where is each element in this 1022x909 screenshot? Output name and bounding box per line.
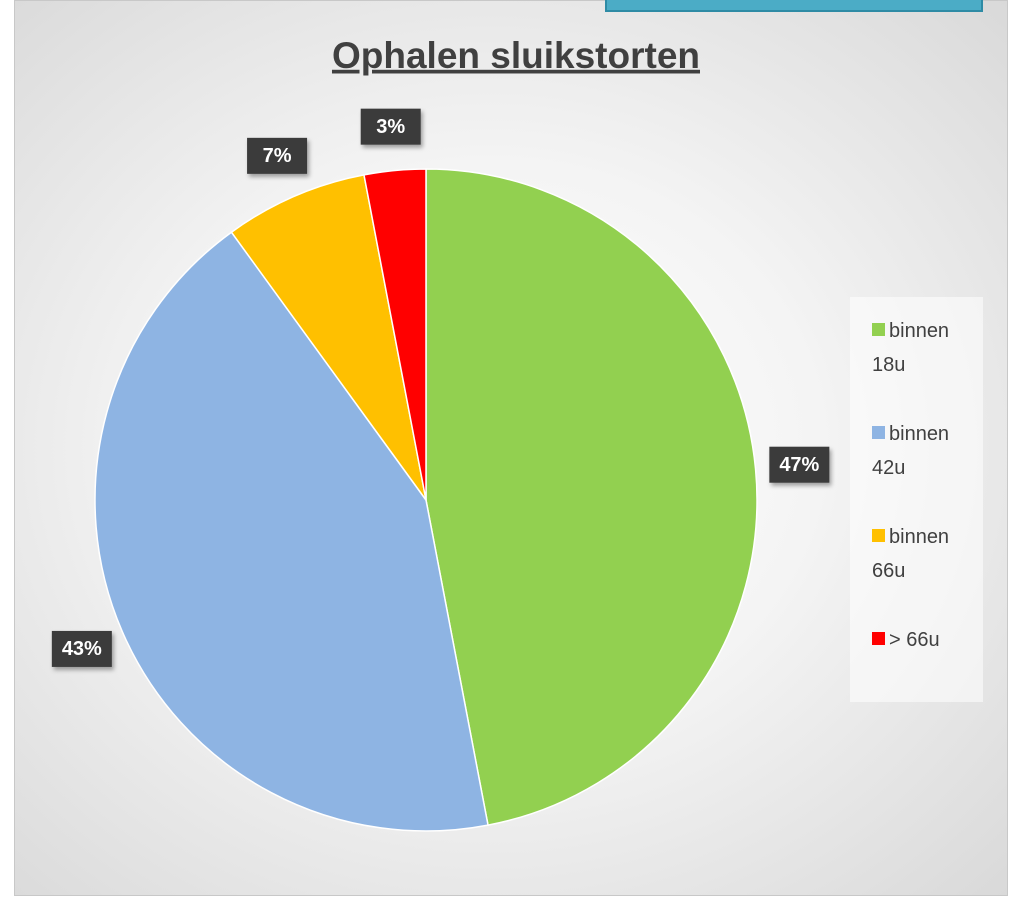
legend-swatch <box>872 529 885 542</box>
data-label: 43% <box>51 630 112 667</box>
data-label-box <box>360 108 421 145</box>
data-label: 47% <box>769 446 830 483</box>
data-label-text: 7% <box>263 145 292 167</box>
pie-slice <box>363 168 427 501</box>
data-label-box <box>247 137 308 174</box>
legend-swatch <box>872 426 885 439</box>
legend-swatch <box>872 323 885 336</box>
legend-swatch <box>872 632 885 645</box>
data-label-box <box>51 630 112 667</box>
data-label-text: 43% <box>62 638 102 660</box>
data-label-text: 47% <box>779 454 819 476</box>
data-label-box <box>769 446 830 483</box>
pie-slice <box>94 231 489 832</box>
pie-slice <box>425 168 758 827</box>
legend-entry: binnen 18u <box>872 314 977 382</box>
legend-label: binnen 42u <box>872 423 950 479</box>
legend-entry: binnen 42u <box>872 417 977 485</box>
toolbar-tab <box>605 0 983 12</box>
legend-label: binnen 18u <box>872 320 950 376</box>
data-label-text: 3% <box>376 116 405 138</box>
legend-label: binnen 66u <box>872 526 950 582</box>
data-label: 3% <box>360 108 421 145</box>
data-label: 7% <box>247 137 308 174</box>
legend-label: > 66u <box>889 629 940 651</box>
legend: binnen 18u binnen 42u binnen 66u > 66u <box>850 297 983 702</box>
legend-entry: > 66u <box>872 623 977 657</box>
legend-entry: binnen 66u <box>872 520 977 588</box>
pie-slice <box>230 173 427 501</box>
chart-title: Ophalen sluikstorten <box>332 35 700 76</box>
